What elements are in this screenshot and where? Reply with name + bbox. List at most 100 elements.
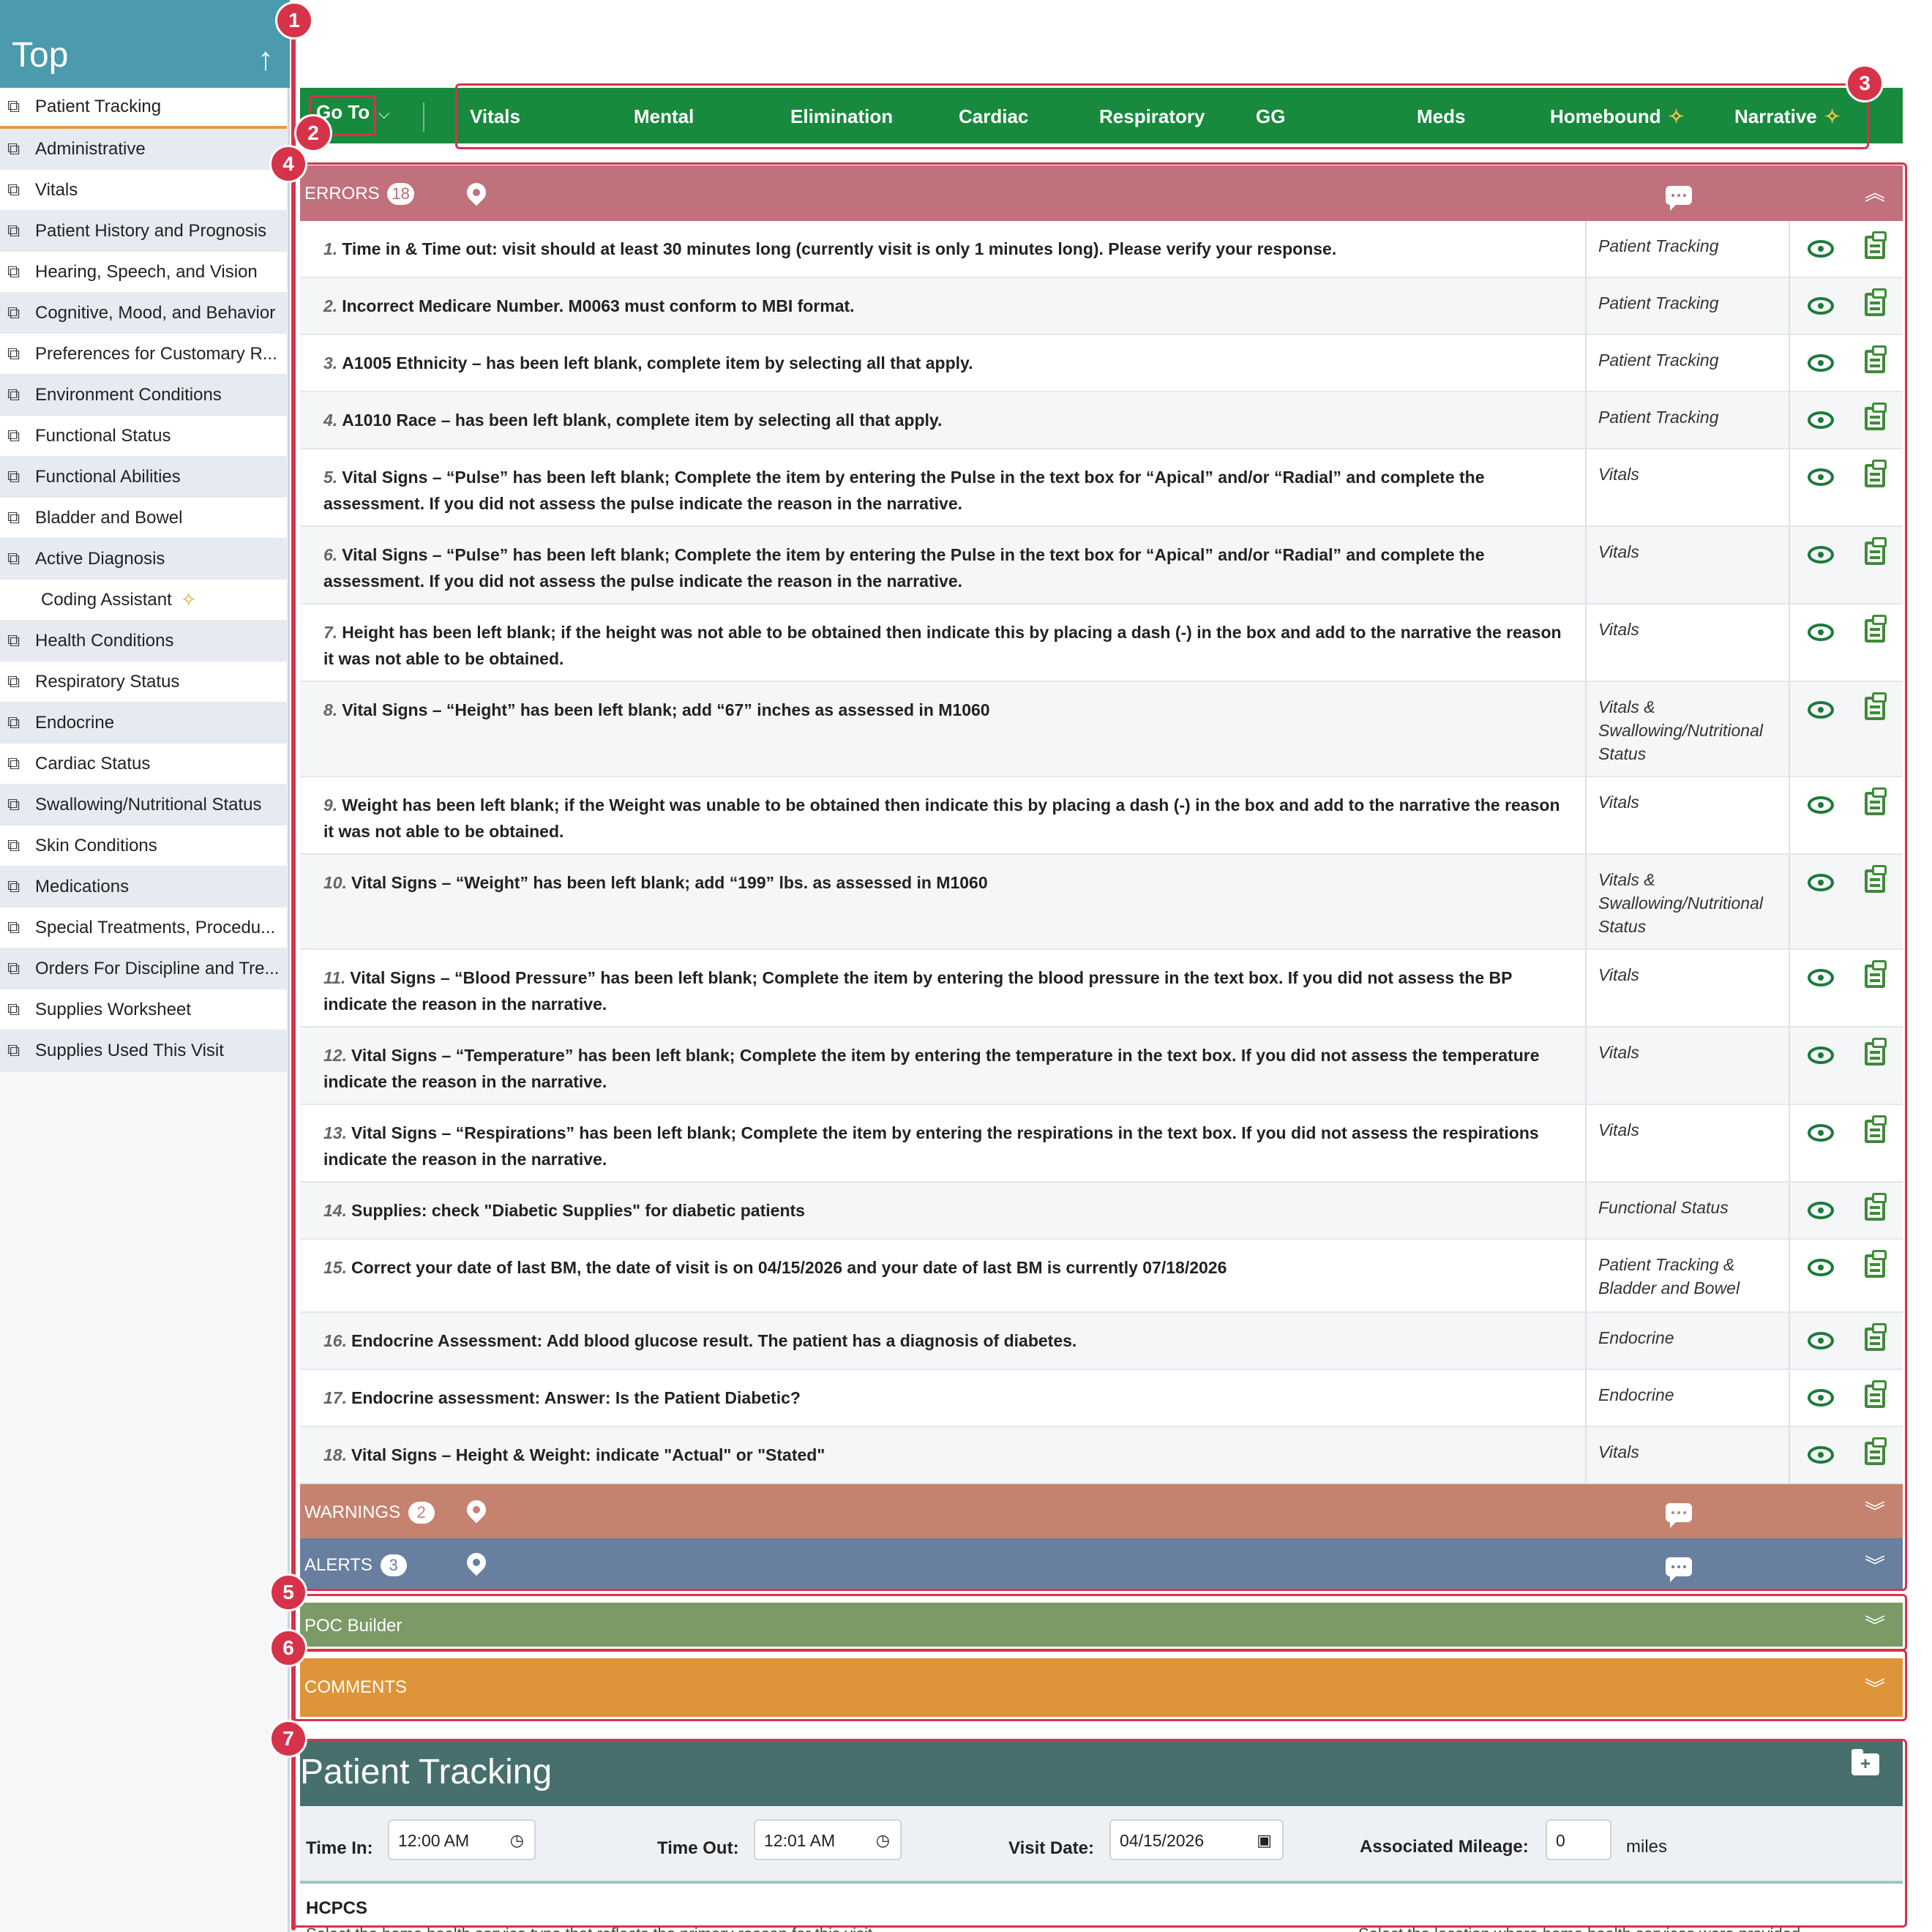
sidebar-item[interactable]: ⧉ Skin Conditions	[0, 825, 287, 866]
sidebar-item[interactable]: ⧉ Administrative	[0, 129, 287, 170]
clipboard-icon[interactable]	[1865, 402, 1887, 430]
error-section-link[interactable]: Endocrine	[1585, 1313, 1790, 1368]
sidebar-item[interactable]: ⧉ Orders For Discipline and Tre...	[0, 948, 287, 989]
sidebar-item[interactable]: ⧉ Health Conditions	[0, 621, 287, 662]
visit-date-input[interactable]: 04/15/2026 ▣	[1109, 1819, 1284, 1860]
eye-icon[interactable]	[1808, 354, 1834, 372]
tab-narrative[interactable]: Narrative ✧	[1734, 105, 1841, 128]
sidebar-item[interactable]: ⧉ Hearing, Speech, and Vision	[0, 252, 287, 293]
eye-icon[interactable]	[1808, 1332, 1834, 1349]
clipboard-icon[interactable]	[1865, 615, 1887, 643]
sidebar-item[interactable]: ⧉ Functional Status	[0, 416, 287, 457]
eye-icon[interactable]	[1808, 240, 1834, 258]
clipboard-icon[interactable]	[1865, 1323, 1887, 1351]
time-in-input[interactable]: 12:00 AM ◷	[388, 1819, 536, 1860]
sidebar-item[interactable]: ⧉ Patient History and Prognosis	[0, 211, 287, 252]
sidebar-item[interactable]: ⧉ Endocrine	[0, 703, 287, 744]
errors-panel-header[interactable]: ERRORS 18 ︽	[300, 165, 1903, 221]
tab-elimination[interactable]: Elimination	[790, 105, 893, 128]
sidebar-item[interactable]: ⧉ Special Treatments, Procedu...	[0, 907, 287, 948]
back-to-top-button[interactable]: Top ↑	[0, 0, 290, 88]
clipboard-icon[interactable]	[1865, 692, 1887, 720]
error-section-link[interactable]: Patient Tracking	[1585, 392, 1790, 448]
time-out-input[interactable]: 12:01 AM ◷	[754, 1819, 902, 1860]
clipboard-icon[interactable]	[1865, 1038, 1887, 1066]
error-section-link[interactable]: Vitals	[1585, 1027, 1790, 1104]
chevron-down-double-icon[interactable]: ︾	[1864, 1554, 1885, 1577]
error-section-link[interactable]: Vitals	[1585, 1427, 1790, 1483]
clipboard-icon[interactable]	[1865, 865, 1887, 893]
tab-gg[interactable]: GG	[1256, 105, 1285, 128]
error-section-link[interactable]: Functional Status	[1585, 1183, 1790, 1238]
sidebar-item[interactable]: ⧉ Cardiac Status	[0, 744, 287, 785]
comment-icon[interactable]	[1666, 1557, 1692, 1582]
eye-icon[interactable]	[1808, 624, 1834, 641]
sidebar-item[interactable]: ⧉ Bladder and Bowel	[0, 498, 287, 539]
clipboard-icon[interactable]	[1865, 960, 1887, 988]
comments-panel-header[interactable]: COMMENTS ︾	[300, 1658, 1903, 1717]
poc-builder-panel-header[interactable]: POC Builder ︾	[300, 1603, 1903, 1647]
sidebar-item[interactable]: ⧉ Cognitive, Mood, and Behavior	[0, 293, 287, 334]
error-section-link[interactable]: Vitals	[1585, 1105, 1790, 1181]
alerts-panel-header[interactable]: ALERTS 3 ︾	[300, 1538, 1903, 1591]
clipboard-icon[interactable]	[1865, 231, 1887, 259]
eye-icon[interactable]	[1808, 1046, 1834, 1064]
tab-respiratory[interactable]: Respiratory	[1099, 105, 1205, 128]
tab-meds[interactable]: Meds	[1417, 105, 1465, 128]
chevron-down-double-icon[interactable]: ︾	[1864, 1614, 1885, 1637]
sidebar-item[interactable]: ⧉ Medications	[0, 866, 287, 907]
clipboard-icon[interactable]	[1865, 460, 1887, 487]
comment-icon[interactable]	[1666, 186, 1692, 211]
eye-icon[interactable]	[1808, 1124, 1834, 1142]
sidebar-item[interactable]: ⧉ Environment Conditions	[0, 375, 287, 416]
error-section-link[interactable]: Vitals	[1585, 950, 1790, 1026]
clipboard-icon[interactable]	[1865, 787, 1887, 815]
clipboard-icon[interactable]	[1865, 1250, 1887, 1278]
mileage-input[interactable]: 0	[1546, 1819, 1611, 1860]
add-folder-icon[interactable]: +	[1852, 1749, 1879, 1775]
chevron-down-double-icon[interactable]: ︾	[1864, 1677, 1885, 1700]
eye-icon[interactable]	[1808, 874, 1834, 891]
comment-icon[interactable]	[1666, 1503, 1692, 1528]
error-section-link[interactable]: Vitals & Swallowing/Nutritional Status	[1585, 855, 1790, 948]
sidebar-item[interactable]: ⧉ Respiratory Status	[0, 662, 287, 703]
location-pin-icon[interactable]	[463, 1549, 490, 1576]
sidebar-item[interactable]: ⧉ Vitals	[0, 170, 287, 211]
eye-icon[interactable]	[1808, 1446, 1834, 1464]
eye-icon[interactable]	[1808, 1259, 1834, 1276]
error-section-link[interactable]: Vitals	[1585, 777, 1790, 853]
clipboard-icon[interactable]	[1865, 1193, 1887, 1221]
eye-icon[interactable]	[1808, 468, 1834, 486]
error-section-link[interactable]: Vitals	[1585, 604, 1790, 681]
sidebar-item[interactable]: ⧉ Supplies Worksheet	[0, 989, 287, 1030]
chevron-up-double-icon[interactable]: ︽	[1864, 181, 1885, 204]
error-section-link[interactable]: Vitals	[1585, 527, 1790, 603]
eye-icon[interactable]	[1808, 701, 1834, 719]
eye-icon[interactable]	[1808, 796, 1834, 814]
sidebar-item[interactable]: ⧉ Supplies Used This Visit	[0, 1030, 287, 1071]
error-section-link[interactable]: Patient Tracking	[1585, 335, 1790, 391]
eye-icon[interactable]	[1808, 411, 1834, 429]
chevron-down-double-icon[interactable]: ︾	[1864, 1500, 1885, 1523]
tab-homebound[interactable]: Homebound ✧	[1550, 105, 1684, 128]
tab-cardiac[interactable]: Cardiac	[959, 105, 1028, 128]
tab-vitals[interactable]: Vitals	[470, 105, 520, 128]
clipboard-icon[interactable]	[1865, 1437, 1887, 1465]
clipboard-icon[interactable]	[1865, 1115, 1887, 1143]
error-section-link[interactable]: Endocrine	[1585, 1370, 1790, 1426]
error-section-link[interactable]: Patient Tracking	[1585, 278, 1790, 334]
sidebar-item[interactable]: Coding Assistant ✧	[0, 580, 287, 621]
sidebar-item[interactable]: ⧉ Patient Tracking	[0, 88, 287, 129]
eye-icon[interactable]	[1808, 1389, 1834, 1407]
sidebar-item[interactable]: ⧉ Preferences for Customary R...	[0, 334, 287, 375]
eye-icon[interactable]	[1808, 969, 1834, 986]
error-section-link[interactable]: Patient Tracking	[1585, 221, 1790, 277]
eye-icon[interactable]	[1808, 297, 1834, 315]
location-pin-icon[interactable]	[463, 179, 490, 206]
clipboard-icon[interactable]	[1865, 288, 1887, 316]
eye-icon[interactable]	[1808, 546, 1834, 564]
clipboard-icon[interactable]	[1865, 345, 1887, 373]
sidebar-item[interactable]: ⧉ Swallowing/Nutritional Status	[0, 785, 287, 825]
error-section-link[interactable]: Patient Tracking & Bladder and Bowel	[1585, 1240, 1790, 1311]
eye-icon[interactable]	[1808, 1202, 1834, 1219]
